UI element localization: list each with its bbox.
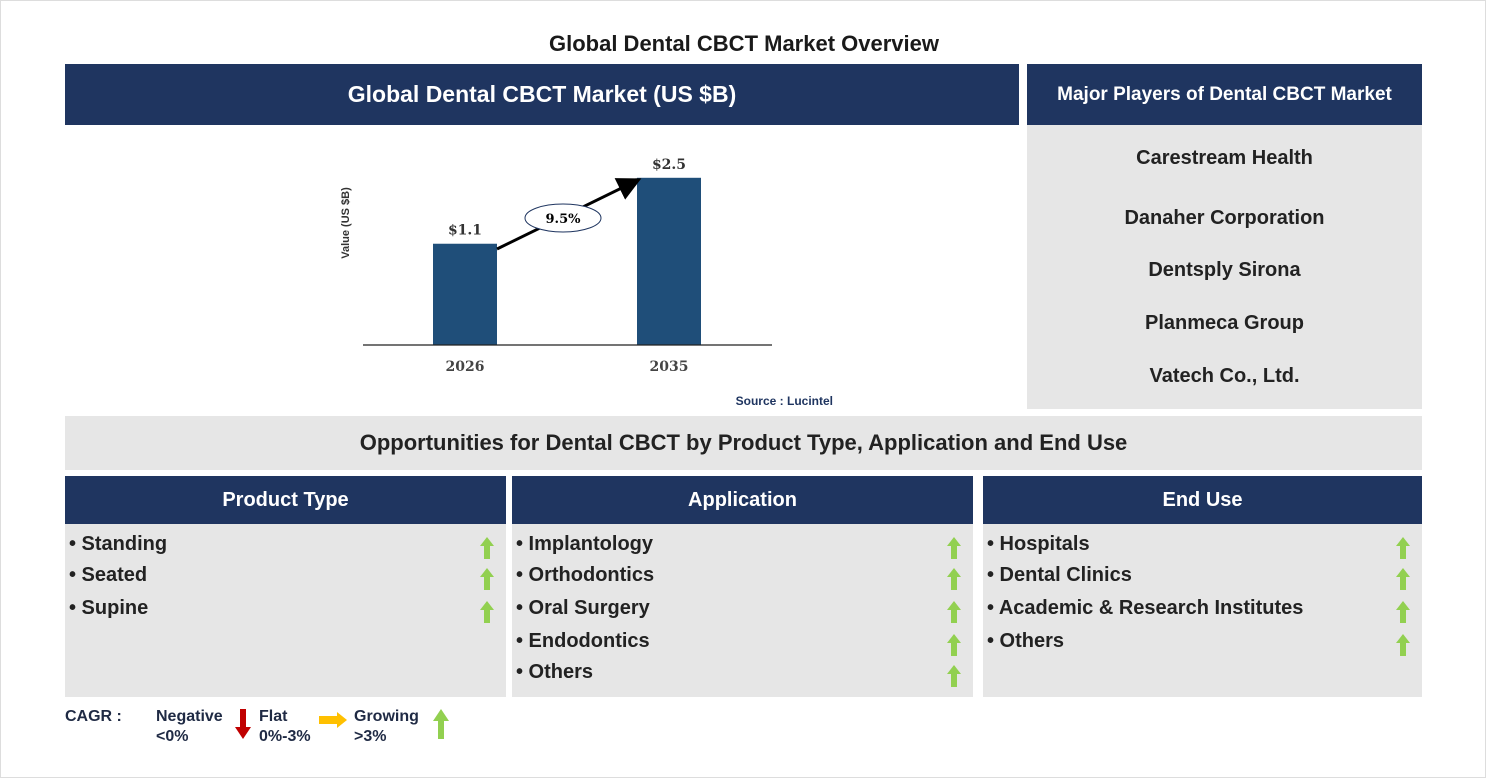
x-tick-label: 2026 (446, 359, 485, 375)
y-axis-label: Value (US $B) (340, 187, 352, 259)
up-arrow-icon (480, 601, 494, 623)
source-label: Source : Lucintel (736, 394, 833, 408)
list-item: • Hospitals (987, 533, 1090, 555)
cagr-label: 9.5% (546, 212, 582, 227)
up-arrow-icon (947, 601, 961, 623)
list-item: • Orthodontics (516, 564, 655, 586)
up-arrow-icon (947, 537, 961, 559)
player-item: Carestream Health (1136, 147, 1313, 169)
legend-growing-name: Growing (354, 708, 419, 725)
up-arrow-icon (947, 568, 961, 590)
bar-2035 (637, 177, 701, 345)
cagr-ellipse (524, 203, 602, 233)
list-item: • Others (987, 630, 1065, 652)
up-arrow-icon (1396, 601, 1410, 623)
legend-negative-range: <0% (156, 728, 189, 745)
list-item: • Standing (69, 533, 168, 555)
legend-flat-name: Flat (259, 708, 288, 725)
bar-2026 (433, 243, 497, 345)
legend-negative: Negative <0% (156, 707, 223, 747)
list-item: • Supine (69, 597, 149, 619)
legend-flat: Flat 0%-3% (259, 707, 311, 747)
legend-growing: Growing >3% (354, 707, 419, 747)
column-header: End Use (983, 476, 1422, 524)
list-item: • Dental Clinics (987, 564, 1132, 586)
list-item: • Others (516, 661, 594, 683)
up-arrow-icon (480, 537, 494, 559)
legend-growing-range: >3% (354, 728, 387, 745)
up-arrow-icon (947, 665, 961, 687)
data-label: $1.1 (448, 223, 482, 239)
legend-negative-name: Negative (156, 708, 223, 725)
up-arrow-icon (433, 709, 449, 739)
list-item: • Implantology (516, 533, 654, 555)
bar-chart: Value (US $B) $1.1 2026 $2.5 2035 9.5% Sour… (340, 157, 833, 408)
list-item: • Academic & Research Institutes (987, 597, 1304, 619)
player-item: Planmeca Group (1145, 312, 1304, 334)
legend-label: CAGR : (65, 708, 122, 725)
down-arrow-icon (235, 709, 251, 739)
up-arrow-icon (480, 568, 494, 590)
list-item: • Endodontics (516, 630, 650, 652)
legend-flat-range: 0%-3% (259, 728, 311, 745)
column-body: • Implantology • Orthodontics • Oral Surge… (512, 524, 973, 697)
x-tick-label: 2035 (650, 359, 689, 375)
page-title: Global Dental CBCT Market Overview (549, 31, 939, 56)
players-header: Major Players of Dental CBCT Market (1027, 64, 1422, 125)
up-arrow-icon (947, 634, 961, 656)
up-arrow-icon (1396, 537, 1410, 559)
player-item: Dentsply Sirona (1148, 259, 1301, 281)
column-header: Application (512, 476, 973, 524)
column-body: • Hospitals • Dental Clinics • Academic & … (983, 524, 1422, 697)
right-arrow-icon (319, 712, 347, 728)
up-arrow-icon (1396, 634, 1410, 656)
player-item: Vatech Co., Ltd. (1149, 365, 1300, 387)
column-header: Product Type (65, 476, 506, 524)
chart-header: Global Dental CBCT Market (US $B) (65, 64, 1019, 125)
players-list: Carestream Health Danaher Corporation De… (1027, 125, 1422, 409)
opportunities-title: Opportunities for Dental CBCT by Product… (65, 416, 1422, 470)
column-body: • Standing • Seated • Supine (65, 524, 506, 697)
list-item: • Seated (69, 564, 148, 586)
list-item: • Oral Surgery (516, 597, 650, 619)
up-arrow-icon (1396, 568, 1410, 590)
data-label: $2.5 (652, 157, 686, 173)
player-item: Danaher Corporation (1124, 207, 1325, 229)
